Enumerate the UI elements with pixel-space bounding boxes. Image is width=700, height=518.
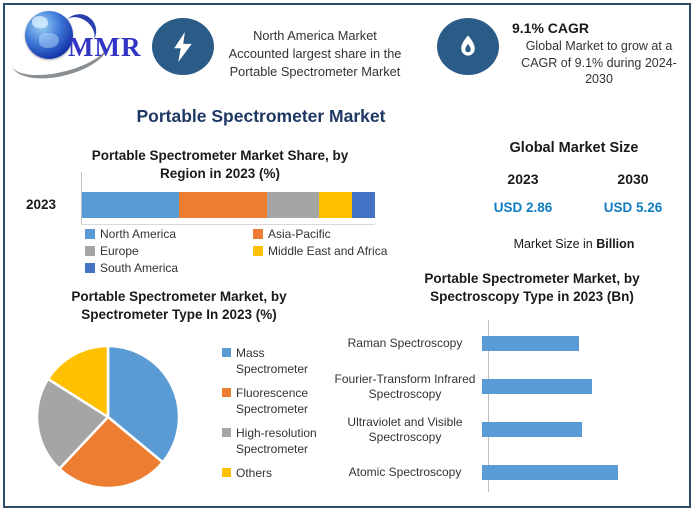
hbar-label: Ultraviolet and Visible Spectroscopy bbox=[347, 414, 463, 444]
legend-swatch bbox=[253, 246, 263, 256]
market-size-year-2030: 2030 bbox=[617, 171, 649, 187]
market-size-value-2023: USD 2.86 bbox=[493, 200, 553, 215]
header-highlight-text: North America Market Accounted largest s… bbox=[228, 28, 402, 79]
pie-slice bbox=[106, 344, 181, 464]
page-title: Portable Spectrometer Market bbox=[136, 106, 386, 126]
legend-label: Middle East and Africa bbox=[268, 244, 388, 258]
market-size-note-unit: Billion bbox=[596, 237, 635, 251]
lightning-icon bbox=[174, 31, 192, 62]
hbar-track bbox=[482, 465, 678, 480]
flame-badge bbox=[437, 18, 499, 75]
market-size-year-2023: 2023 bbox=[507, 171, 539, 187]
legend-item: Europe bbox=[85, 244, 253, 258]
legend-item: High-resolution Spectrometer bbox=[222, 425, 332, 457]
spectroscopy-chart-axis bbox=[488, 320, 489, 492]
market-size-values: USD 2.86 USD 5.26 bbox=[468, 200, 688, 215]
legend-label: Fluorescence Spectrometer bbox=[236, 386, 309, 416]
pie-legend: Mass Spectrometer Fluorescence Spectromet… bbox=[222, 345, 332, 481]
hbar-row: Raman Spectroscopy bbox=[334, 322, 678, 365]
hbar-bar bbox=[482, 465, 618, 480]
flame-icon bbox=[461, 35, 475, 56]
market-size-value-2030: USD 5.26 bbox=[603, 200, 663, 215]
legend-swatch bbox=[222, 428, 231, 437]
legend-swatch bbox=[253, 229, 263, 239]
legend-item: South America bbox=[85, 261, 253, 275]
region-chart-baseline bbox=[81, 224, 375, 225]
mmr-logo: MMR bbox=[5, 7, 150, 88]
hbar-track bbox=[482, 336, 678, 351]
hbar-row: Atomic Spectroscopy bbox=[334, 451, 678, 494]
hbar-label: Fourier-Transform Infrared Spectroscopy bbox=[334, 371, 476, 401]
region-legend: North America Asia-Pacific Europe Middle Ea… bbox=[85, 227, 423, 275]
legend-item: Asia-Pacific bbox=[253, 227, 423, 241]
stacked-bar bbox=[82, 192, 375, 218]
pie-chart bbox=[35, 344, 181, 490]
legend-label: Others bbox=[236, 466, 273, 480]
legend-swatch bbox=[85, 229, 95, 239]
bar-segment bbox=[319, 192, 352, 218]
legend-swatch bbox=[85, 246, 95, 256]
spectroscopy-chart-title: Portable Spectrometer Market, by Spectro… bbox=[424, 271, 640, 304]
lightning-badge bbox=[152, 18, 214, 75]
legend-swatch bbox=[85, 263, 95, 273]
cagr-description: Global Market to grow at a CAGR of 9.1% … bbox=[521, 39, 677, 86]
legend-label: Asia-Pacific bbox=[268, 227, 331, 241]
hbar-bar bbox=[482, 379, 592, 394]
market-size-years: 2023 2030 bbox=[468, 171, 688, 187]
bar-segment bbox=[82, 192, 179, 218]
pie-chart-title: Portable Spectrometer Market, by Spectro… bbox=[71, 289, 287, 322]
legend-label: South America bbox=[100, 261, 179, 275]
legend-swatch bbox=[222, 388, 231, 397]
legend-item: Mass Spectrometer bbox=[222, 345, 332, 377]
hbar-bar bbox=[482, 422, 583, 437]
hbar-label: Raman Spectroscopy bbox=[347, 336, 463, 350]
legend-item: Others bbox=[222, 465, 332, 481]
pie-slice bbox=[35, 377, 110, 471]
legend-label: High-resolution Spectrometer bbox=[236, 426, 317, 456]
hbar-row: Ultraviolet and Visible Spectroscopy bbox=[334, 408, 678, 451]
region-year-label: 2023 bbox=[26, 197, 57, 212]
bar-segment bbox=[266, 192, 320, 218]
outer-border bbox=[3, 3, 691, 508]
region-chart-title: Portable Spectrometer Market Share, by R… bbox=[91, 148, 349, 181]
hbar-track bbox=[482, 422, 678, 437]
legend-item: North America bbox=[85, 227, 253, 241]
globe-icon bbox=[25, 11, 73, 59]
hbar-bar bbox=[482, 336, 580, 351]
legend-swatch bbox=[222, 348, 231, 357]
legend-item: Fluorescence Spectrometer bbox=[222, 385, 332, 417]
pie-slice bbox=[58, 415, 164, 490]
legend-label: Europe bbox=[100, 244, 139, 258]
hbar-row: Fourier-Transform Infrared Spectroscopy bbox=[334, 365, 678, 408]
legend-label: North America bbox=[100, 227, 177, 241]
cagr-title: 9.1% CAGR bbox=[512, 20, 590, 36]
bar-segment bbox=[351, 192, 375, 218]
market-size-note-prefix: Market Size in bbox=[513, 237, 597, 251]
bar-segment bbox=[178, 192, 267, 218]
market-size-note: Market Size in Billion bbox=[464, 237, 684, 251]
legend-swatch bbox=[222, 468, 231, 477]
market-size-title: Global Market Size bbox=[509, 140, 639, 156]
region-chart-axis bbox=[81, 172, 82, 224]
logo-text: MMR bbox=[68, 32, 142, 62]
hbar-track bbox=[482, 379, 678, 394]
spectroscopy-bars: Raman Spectroscopy Fourier-Transform Infr… bbox=[334, 322, 678, 494]
legend-label: Mass Spectrometer bbox=[236, 346, 309, 376]
legend-item: Middle East and Africa bbox=[253, 244, 423, 258]
pie-slice bbox=[46, 344, 110, 419]
hbar-label: Atomic Spectroscopy bbox=[348, 465, 462, 479]
